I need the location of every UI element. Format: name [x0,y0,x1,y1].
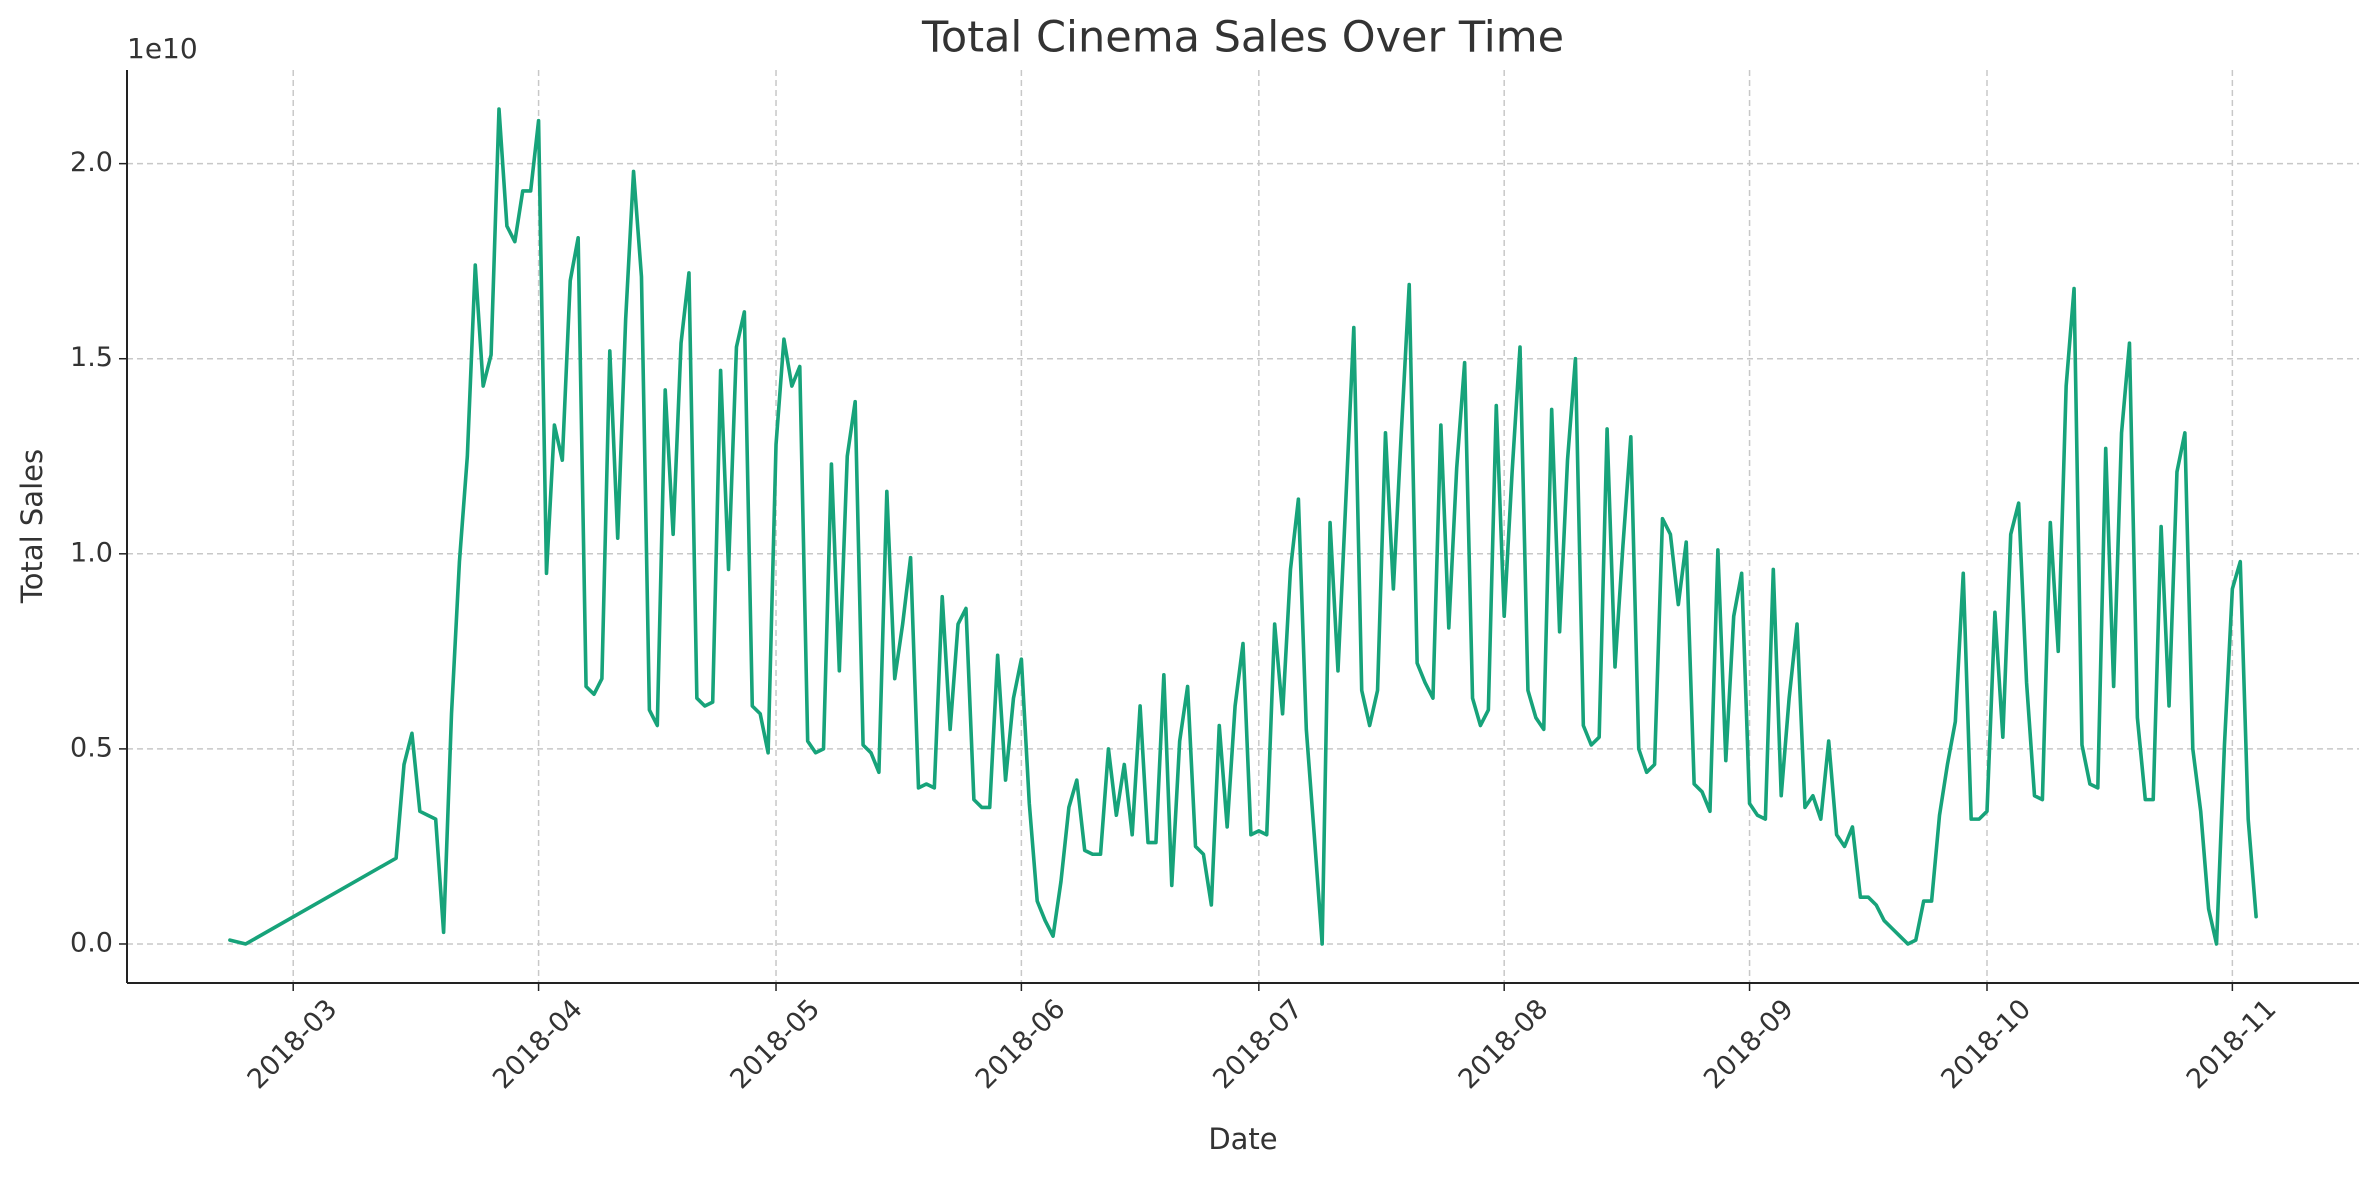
x-tick-label: 2018-08 [1453,993,1555,1095]
x-tick-label: 2018-11 [2181,993,2283,1095]
x-tick-label: 2018-06 [970,993,1072,1095]
y-axis-label: Total Sales [15,449,49,604]
y-offset-label: 1e10 [127,32,198,65]
y-tick-label: 1.5 [70,342,113,373]
x-tick-label: 2018-04 [487,993,589,1095]
y-tick-label: 0.5 [70,732,113,763]
y-tick-label: 2.0 [70,147,113,178]
x-axis-label: Date [1208,1122,1277,1156]
x-tick-label: 2018-10 [1935,993,2037,1095]
x-tick-label: 2018-09 [1698,993,1800,1095]
chart-title: Total Cinema Sales Over Time [921,13,1564,63]
x-tick-label: 2018-07 [1207,993,1309,1095]
x-tick-label: 2018-03 [242,993,344,1095]
data-line [228,107,2258,946]
y-tick-label: 0.0 [70,927,113,958]
x-tick-label: 2018-05 [724,993,826,1095]
y-tick-label: 1.0 [70,537,113,568]
